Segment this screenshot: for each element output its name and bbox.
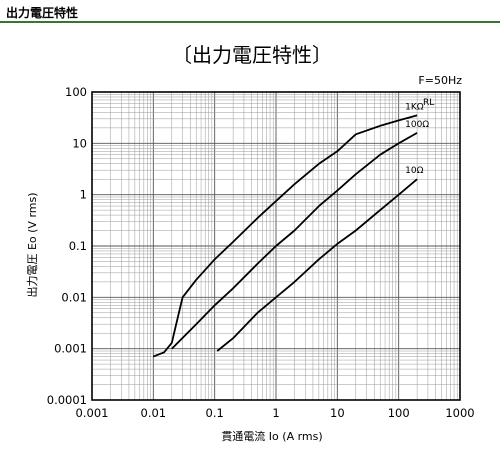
- y-axis-label: 出力電圧 Eo (V rms): [25, 192, 39, 297]
- curve-1kohm: [152, 114, 418, 358]
- curve-1kohm-label: 1KΩ: [405, 102, 424, 112]
- header-divider: [0, 21, 500, 23]
- curve-100ohm: [171, 132, 418, 350]
- x-tick-label: 10: [330, 406, 345, 420]
- x-tick-label: 1000: [445, 406, 474, 420]
- x-tick-label: 100: [388, 406, 410, 420]
- chart-title: 〔出力電圧特性〕: [172, 43, 332, 67]
- frequency-note: F=50Hz: [418, 74, 462, 87]
- header-title: 出力電圧特性: [6, 6, 79, 20]
- x-tick-label: 0.1: [206, 406, 224, 420]
- curve-10ohm-label: 10Ω: [405, 166, 423, 176]
- x-tick-label: 0.001: [76, 406, 109, 420]
- y-tick-label: 0.01: [61, 290, 87, 304]
- curves: [152, 114, 418, 358]
- y-tick-label: 0.1: [69, 239, 87, 253]
- x-tick-label: 1: [272, 406, 279, 420]
- y-tick-label: 0.0001: [47, 393, 87, 407]
- curve-100ohm-label: 100Ω: [405, 120, 429, 130]
- curve-10ohm: [216, 178, 418, 352]
- y-tick-label: 0.001: [54, 342, 87, 356]
- x-axis-label: 貫通電流 Io (A rms): [221, 429, 322, 443]
- curve-labels: 1KΩ 100Ω 10Ω: [405, 102, 429, 176]
- y-tick-label: 100: [65, 85, 87, 99]
- page-header: 出力電圧特性: [0, 0, 500, 23]
- y-axis-ticks: 100 10 1 0.1 0.01 0.001 0.0001: [47, 85, 87, 407]
- x-axis-ticks: 0.001 0.01 0.1 1 10 100 1000: [76, 406, 475, 420]
- x-tick-label: 0.01: [141, 406, 167, 420]
- plot-frame: [91, 91, 461, 401]
- y-tick-label: 1: [80, 188, 87, 202]
- y-tick-label: 10: [72, 136, 87, 150]
- legend-title: RL: [423, 98, 434, 108]
